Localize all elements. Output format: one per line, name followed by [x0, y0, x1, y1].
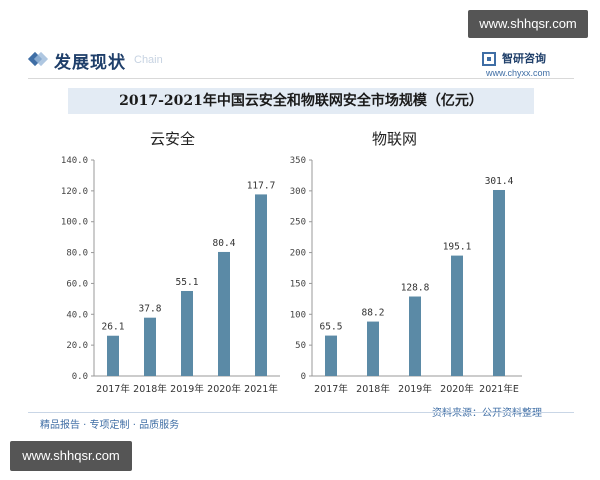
y-tick-label: 20.0 — [66, 341, 88, 351]
section-title: 发展现状 — [54, 52, 126, 73]
data-label: 117.7 — [247, 180, 276, 191]
x-tick-label: 2019年 — [170, 383, 204, 395]
bar — [255, 194, 267, 376]
y-tick-label: 60.0 — [66, 279, 88, 289]
y-tick-label: 350 — [290, 156, 306, 166]
x-tick-label: 2019年 — [398, 383, 432, 395]
chart-iot-security: 物联网 0 50 100 150 200 250 300 350 65.5 2017年 88.2 201… — [290, 130, 522, 395]
brand-logo-icon — [482, 52, 496, 66]
data-label: 65.5 — [320, 322, 343, 333]
bar — [409, 296, 421, 376]
data-label: 26.1 — [102, 322, 125, 333]
y-tick-label: 100 — [290, 310, 306, 320]
y-tick-label: 0.0 — [72, 372, 88, 382]
watermark-top: www.shhqsr.com — [468, 10, 588, 38]
bar — [181, 290, 193, 376]
data-label: 301.4 — [485, 176, 514, 187]
x-tick-label: 2021年E — [479, 383, 519, 395]
brand-name: 智研咨询 — [502, 52, 546, 65]
section-header: 发展现状 Chain — [28, 46, 163, 74]
data-label: 128.8 — [401, 283, 430, 294]
x-tick-label: 2020年 — [207, 383, 241, 395]
y-tick-label: 80.0 — [66, 249, 88, 259]
y-tick-label: 100.0 — [61, 218, 88, 228]
chart-subtitle: 云安全 — [150, 130, 195, 148]
y-tick-label: 140.0 — [61, 156, 88, 166]
bar — [451, 255, 463, 376]
x-tick-label: 2018年 — [356, 383, 390, 395]
footer-divider — [28, 412, 574, 413]
bar — [325, 335, 337, 376]
x-tick-label: 2020年 — [440, 383, 474, 395]
x-tick-label: 2018年 — [133, 383, 167, 395]
y-tick-label: 0 — [301, 372, 306, 382]
chart-subtitle: 物联网 — [372, 130, 417, 148]
x-tick-label: 2017年 — [96, 383, 130, 395]
watermark-bottom: www.shhqsr.com — [10, 441, 132, 471]
bar — [107, 335, 119, 376]
data-label: 195.1 — [443, 242, 472, 253]
y-tick-label: 120.0 — [61, 187, 88, 197]
data-label: 37.8 — [139, 304, 162, 315]
section-subtitle: Chain — [134, 54, 163, 66]
data-label: 55.1 — [176, 277, 199, 288]
y-tick-label: 50 — [295, 341, 306, 351]
header-divider — [28, 78, 574, 79]
bar — [144, 317, 156, 376]
footer-slogan: 精品报告 · 专项定制 · 品质服务 — [40, 420, 180, 431]
data-label: 88.2 — [362, 308, 385, 319]
x-tick-label: 2021年 — [244, 383, 278, 395]
bar — [367, 321, 379, 376]
chart-title: 2017-2021年中国云安全和物联网安全市场规模（亿元） — [68, 88, 534, 114]
y-tick-label: 300 — [290, 187, 306, 197]
y-tick-label: 200 — [290, 249, 306, 259]
chart-cloud-security: 云安全 0.0 20.0 40.0 60.0 80.0 100.0 120.0 140.0 26.… — [61, 130, 280, 395]
y-tick-label: 250 — [290, 218, 306, 228]
bar — [218, 251, 230, 376]
data-label: 80.4 — [213, 238, 236, 249]
y-tick-label: 40.0 — [66, 310, 88, 320]
brand-url: www.chyxx.com — [486, 68, 551, 78]
x-tick-label: 2017年 — [314, 383, 348, 395]
y-tick-label: 150 — [290, 279, 306, 289]
source-note: 资料来源：公开资料整理 — [432, 408, 542, 419]
bar — [493, 189, 505, 376]
